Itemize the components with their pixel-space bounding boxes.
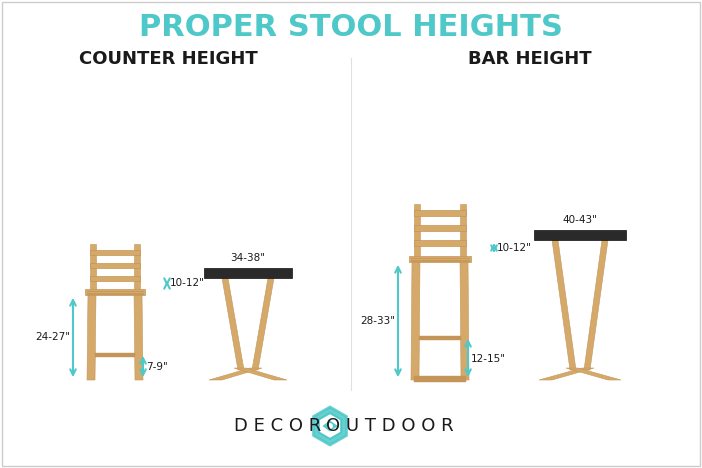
Polygon shape: [534, 230, 626, 240]
Polygon shape: [414, 240, 466, 246]
Polygon shape: [209, 368, 262, 380]
Text: PROPER STOOL HEIGHTS: PROPER STOOL HEIGHTS: [139, 13, 563, 42]
Polygon shape: [319, 413, 341, 439]
Text: 40-43": 40-43": [562, 215, 597, 225]
Polygon shape: [566, 368, 621, 380]
Text: 12-15": 12-15": [471, 354, 506, 364]
Polygon shape: [222, 278, 244, 370]
Polygon shape: [234, 368, 287, 380]
Polygon shape: [87, 293, 96, 380]
Polygon shape: [85, 289, 145, 295]
Circle shape: [328, 424, 332, 428]
Polygon shape: [134, 244, 140, 289]
Polygon shape: [95, 353, 135, 357]
Polygon shape: [204, 268, 292, 278]
Polygon shape: [460, 204, 466, 256]
Text: 7-9": 7-9": [146, 363, 168, 373]
Polygon shape: [90, 276, 140, 281]
Text: BAR HEIGHT: BAR HEIGHT: [468, 50, 592, 68]
Text: COUNTER HEIGHT: COUNTER HEIGHT: [79, 50, 258, 68]
Text: 28-33": 28-33": [360, 316, 395, 326]
Text: 10-12": 10-12": [170, 278, 205, 288]
Polygon shape: [90, 263, 140, 268]
Polygon shape: [252, 278, 274, 370]
Polygon shape: [314, 407, 347, 445]
Polygon shape: [552, 240, 576, 370]
Text: 10-12": 10-12": [497, 243, 532, 253]
Polygon shape: [414, 225, 466, 231]
Polygon shape: [90, 244, 96, 289]
Polygon shape: [584, 240, 608, 370]
Polygon shape: [414, 210, 466, 216]
Text: O U T D O O R: O U T D O O R: [326, 417, 453, 435]
Polygon shape: [323, 421, 337, 431]
Polygon shape: [539, 368, 594, 380]
Polygon shape: [90, 250, 140, 255]
Polygon shape: [409, 256, 471, 262]
Polygon shape: [414, 376, 466, 382]
Text: D E C O R: D E C O R: [234, 417, 322, 435]
Polygon shape: [414, 204, 420, 256]
Text: 34-38": 34-38": [230, 253, 265, 263]
Polygon shape: [419, 336, 461, 340]
Polygon shape: [460, 260, 469, 380]
Polygon shape: [134, 293, 143, 380]
Polygon shape: [411, 260, 420, 380]
Text: 24-27": 24-27": [35, 332, 70, 343]
